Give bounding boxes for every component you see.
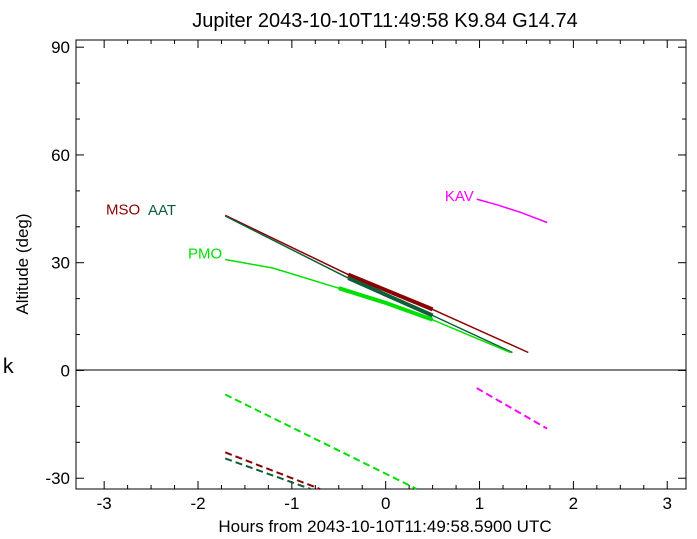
series-bold-aat bbox=[347, 276, 434, 318]
series-line-mso bbox=[224, 214, 529, 354]
series-bold-pmo bbox=[338, 286, 434, 322]
series-label-aat: AAT bbox=[148, 202, 176, 219]
series-line-kav bbox=[476, 198, 548, 224]
series-line-pmo bbox=[225, 258, 511, 354]
y-tick-label: 90 bbox=[51, 38, 70, 57]
x-tick-label: 0 bbox=[381, 494, 390, 513]
series-below-horizon-mso bbox=[224, 451, 321, 490]
x-tick-label: 1 bbox=[475, 494, 484, 513]
y-tick-label: -30 bbox=[45, 469, 70, 488]
x-tick-label: -3 bbox=[97, 494, 112, 513]
x-axis-label: Hours from 2043-10-10T11:49:58.5900 UTC bbox=[218, 517, 551, 536]
stray-glyph: k bbox=[2, 354, 15, 378]
x-tick-label: -2 bbox=[190, 494, 205, 513]
plot-frame bbox=[75, 39, 687, 490]
series-label-mso: MSO bbox=[106, 201, 140, 218]
y-axis-label: Altitude (deg) bbox=[13, 213, 32, 314]
chart-title: Jupiter 2043-10-10T11:49:58 K9.84 G14.74 bbox=[192, 10, 577, 32]
series-below-horizon-pmo bbox=[224, 393, 418, 490]
series-label-pmo: PMO bbox=[188, 245, 222, 262]
series-below-horizon-aat bbox=[224, 457, 311, 490]
y-tick-label: 60 bbox=[51, 146, 70, 165]
series-bold-mso bbox=[347, 272, 434, 312]
series-label-kav: KAV bbox=[445, 188, 474, 205]
y-tick-label: 0 bbox=[61, 361, 70, 380]
x-tick-label: 2 bbox=[569, 494, 578, 513]
y-tick-label: 30 bbox=[51, 254, 70, 273]
x-tick-label: -1 bbox=[284, 494, 299, 513]
series-below-horizon-kav bbox=[476, 387, 548, 430]
x-tick-label: 3 bbox=[662, 494, 671, 513]
